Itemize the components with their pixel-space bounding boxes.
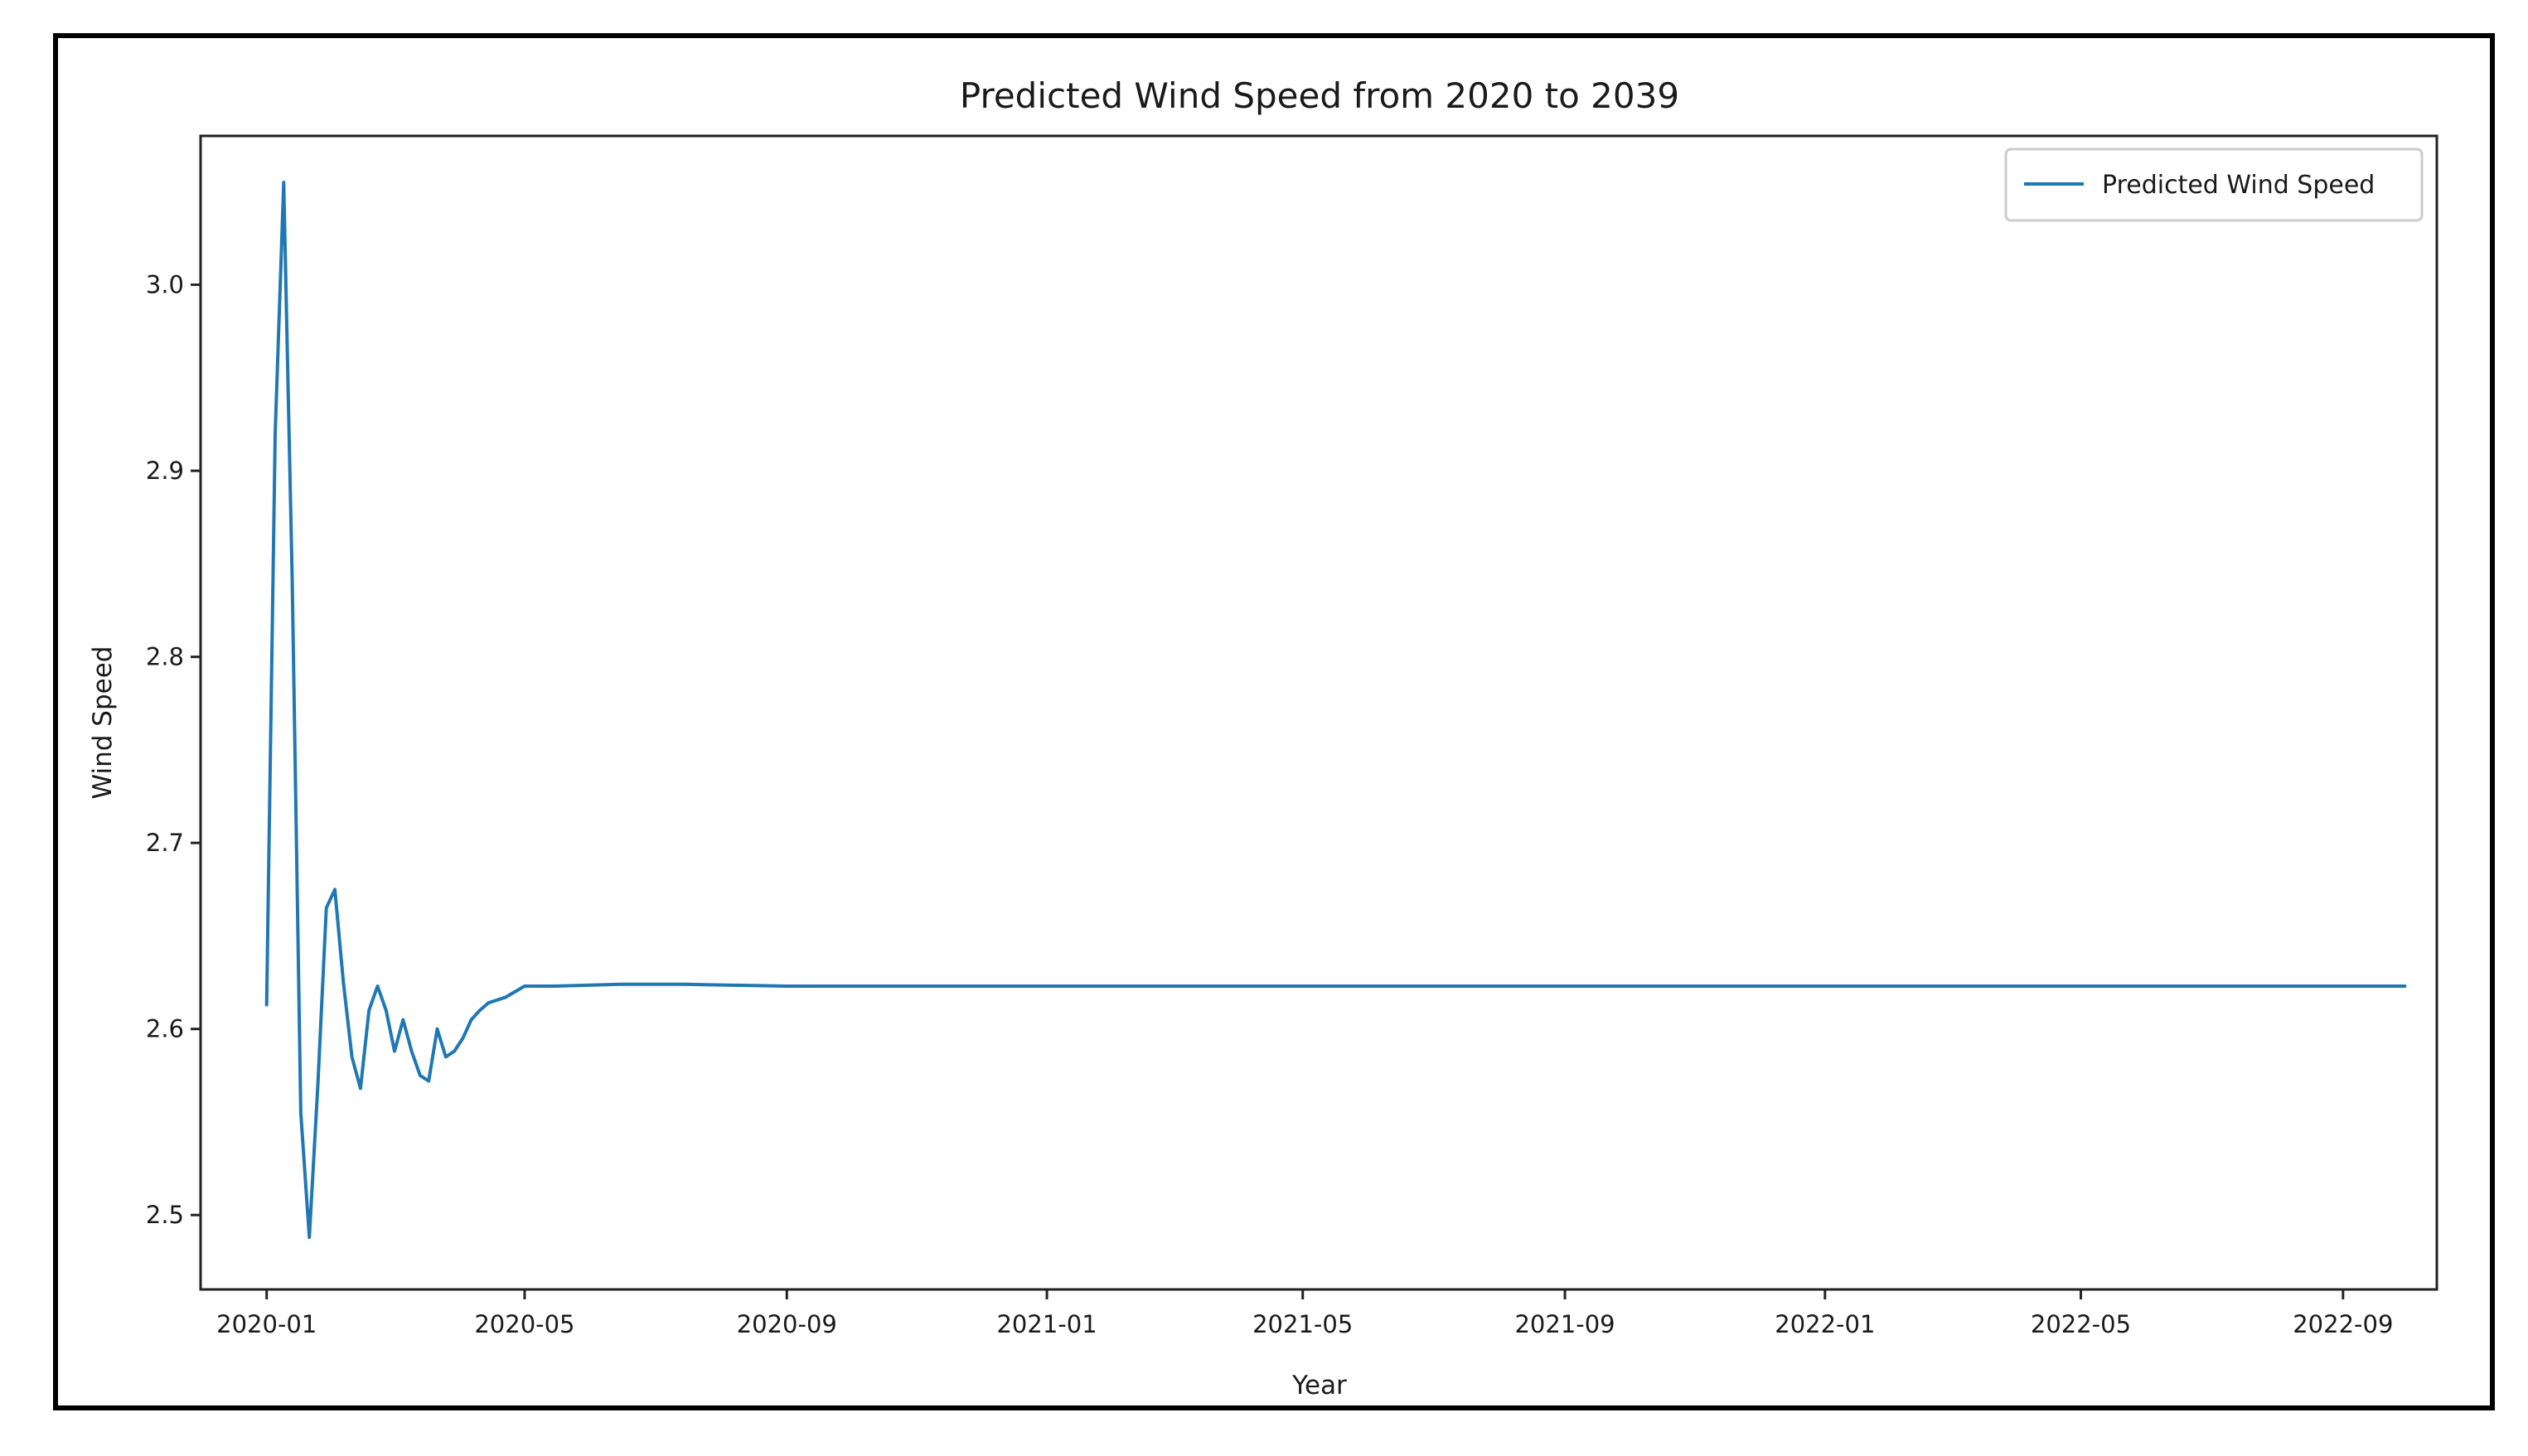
figure-frame: Predicted Wind Speed from 2020 to 2039 2… bbox=[53, 33, 2495, 1410]
x-axis-label: Year bbox=[1291, 1371, 1347, 1400]
x-tick-label: 2020-01 bbox=[216, 1310, 317, 1338]
x-tick-label: 2022-09 bbox=[2293, 1310, 2393, 1338]
legend-label: Predicted Wind Speed bbox=[2102, 171, 2375, 200]
y-tick-label: 3.0 bbox=[146, 271, 184, 299]
legend-box bbox=[2004, 148, 2424, 222]
y-tick-label: 2.6 bbox=[146, 1015, 184, 1043]
x-tick-label: 2022-05 bbox=[2031, 1310, 2131, 1338]
line-chart: Predicted Wind Speed from 2020 to 2039 2… bbox=[88, 75, 2438, 1400]
legend: Predicted Wind Speed bbox=[2004, 148, 2424, 222]
predicted-wind-speed-line bbox=[264, 181, 2407, 1240]
y-axis: 2.5 2.6 2.7 2.8 2.9 3.0 bbox=[146, 271, 201, 1229]
y-axis-label: Wind Speed bbox=[88, 646, 118, 800]
chart-title: Predicted Wind Speed from 2020 to 2039 bbox=[960, 75, 1679, 116]
x-tick-label: 2021-05 bbox=[1252, 1310, 1353, 1338]
x-axis: 2020-01 2020-05 2020-09 2021-01 2021-05 2021-… bbox=[216, 1289, 2393, 1338]
y-tick-label: 2.5 bbox=[146, 1201, 184, 1229]
x-tick-label: 2022-01 bbox=[1775, 1310, 1875, 1338]
x-tick-label: 2021-09 bbox=[1514, 1310, 1615, 1338]
y-tick-label: 2.9 bbox=[146, 457, 184, 485]
x-tick-label: 2020-09 bbox=[737, 1310, 837, 1338]
x-tick-label: 2021-01 bbox=[996, 1310, 1097, 1338]
x-tick-label: 2020-05 bbox=[474, 1310, 574, 1338]
plot-area bbox=[199, 134, 2438, 1291]
y-tick-label: 2.7 bbox=[146, 829, 184, 857]
y-tick-label: 2.8 bbox=[146, 643, 184, 671]
